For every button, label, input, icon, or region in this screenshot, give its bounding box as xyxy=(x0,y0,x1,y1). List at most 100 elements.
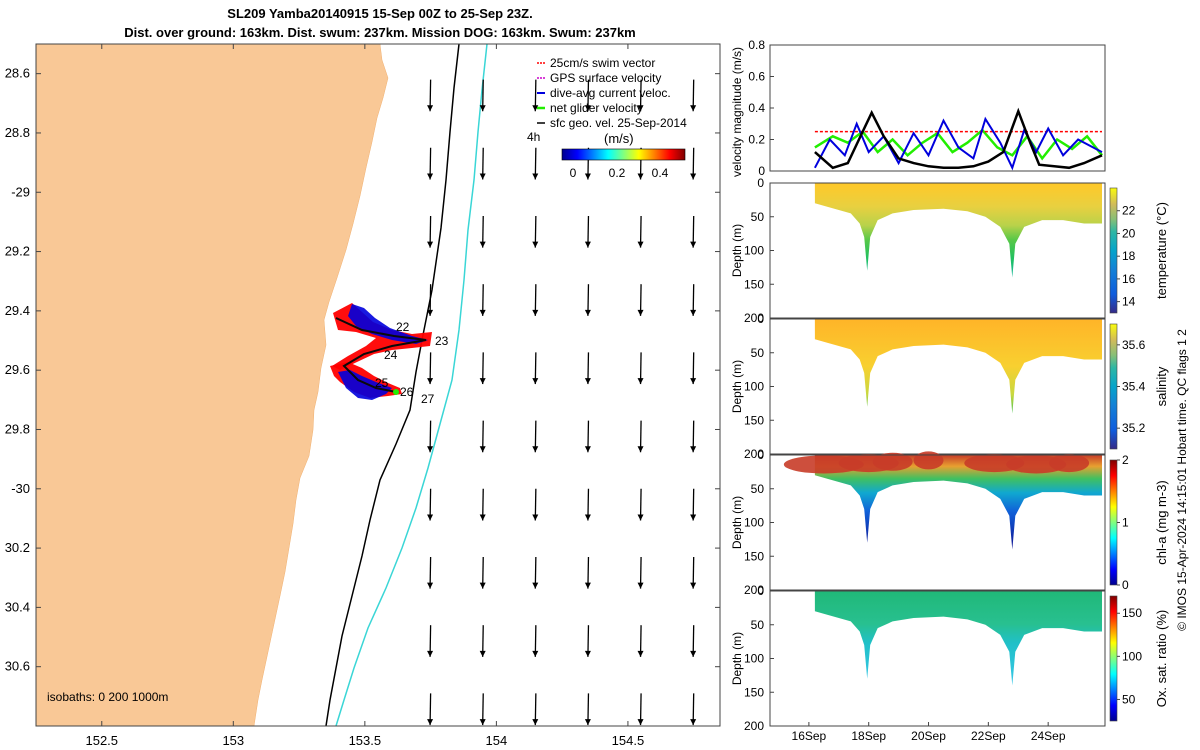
depth-tick-label: 200 xyxy=(744,719,764,733)
colorbar-tick-label: 16 xyxy=(1122,272,1136,286)
colorbar-tick-label: 18 xyxy=(1122,249,1136,263)
depth-tick-label: 200 xyxy=(744,583,764,597)
depth-tick-label: 150 xyxy=(744,549,764,563)
current-vector-arrowhead xyxy=(637,309,644,316)
colorbar-tick-0.2: 0.2 xyxy=(609,166,626,180)
legend-label-gps: GPS surface velocity xyxy=(550,71,661,85)
colorbar-tick-label: 150 xyxy=(1122,606,1142,620)
oxygen-section-field xyxy=(814,591,1103,686)
current-vector-arrowhead xyxy=(690,719,697,726)
current-vector-arrowhead xyxy=(479,173,486,180)
map-ytick-label: 29.4 xyxy=(5,303,30,318)
map-ytick-label: 29.6 xyxy=(5,362,30,377)
velocity-panel: 0 0.2 0.4 0.6 0.8 velocity magnitude (m/s) xyxy=(730,38,1106,178)
current-vector-arrowhead xyxy=(637,446,644,453)
map-ytick-label: -30 xyxy=(11,481,30,496)
colorbar-tick-0.4: 0.4 xyxy=(652,166,669,180)
legend-label-current: dive-avg current veloc. xyxy=(550,86,671,100)
map-xtick-label: 154 xyxy=(486,733,508,748)
current-vector-arrowhead xyxy=(427,173,434,180)
colorbar-unit-label: (m/s) xyxy=(604,131,634,146)
legend-label-swim-vector: 25cm/s swim vector xyxy=(550,56,655,70)
current-vector-arrowhead xyxy=(584,241,591,248)
date-tick-label: 24Sep xyxy=(1031,729,1066,743)
day-label-24: 24 xyxy=(384,348,398,362)
current-vector-arrowhead xyxy=(427,309,434,316)
current-vector-arrowhead xyxy=(584,650,591,657)
current-vector-arrowhead xyxy=(479,309,486,316)
map-xtick-label: 153.5 xyxy=(349,733,382,748)
current-vector-arrowhead xyxy=(479,582,486,589)
temperature-colorbar-label: temperature (°C) xyxy=(1154,202,1169,299)
chl-a-section-panel: 0 50 100 150 200 Depth (m) 0 1 2 chl-a (mg m-3) xyxy=(730,448,1169,597)
depth-tick-label: 200 xyxy=(744,311,764,325)
depth-tick-label: 100 xyxy=(744,652,764,666)
current-vector-arrowhead xyxy=(584,105,591,112)
current-vector-arrowhead xyxy=(584,378,591,385)
current-vector-arrowhead xyxy=(532,173,539,180)
map-ytick-label: 28.6 xyxy=(5,66,30,81)
velocity-ylabel: velocity magnitude (m/s) xyxy=(730,47,744,177)
chl-a-colorbar-label: chl-a (mg m-3) xyxy=(1154,480,1169,565)
map-xtick-label: 154.5 xyxy=(612,733,645,748)
colorbar-tick-label: 35.2 xyxy=(1122,421,1146,435)
current-vector-arrowhead xyxy=(427,582,434,589)
legend-label-sfc-geo: sfc geo. vel. 25-Sep-2014 xyxy=(550,116,687,130)
current-vector-arrowhead xyxy=(637,378,644,385)
map-ytick-label: 29.2 xyxy=(5,244,30,259)
current-vector-arrowhead xyxy=(532,650,539,657)
map-ytick-label: 30.6 xyxy=(5,659,30,674)
map-ytick-label: 28.8 xyxy=(5,125,30,140)
current-vector-arrowhead xyxy=(584,582,591,589)
date-tick-label: 22Sep xyxy=(971,729,1006,743)
current-vector-arrowhead xyxy=(584,309,591,316)
current-vector-arrowhead xyxy=(532,446,539,453)
day-label-26: 26 xyxy=(400,385,414,399)
current-vector-arrowhead xyxy=(690,514,697,521)
salinity-section-field xyxy=(814,319,1103,414)
chl-a-colorbar xyxy=(1109,459,1118,586)
depth-tick-label: 150 xyxy=(744,685,764,699)
current-vector-arrowhead xyxy=(637,241,644,248)
legend-scale-label: 4h xyxy=(527,130,540,144)
map-legend: 25cm/s swim vector GPS surface velocity … xyxy=(527,56,687,180)
colorbar-tick-label: 35.6 xyxy=(1122,338,1146,352)
current-vector-arrowhead xyxy=(690,446,697,453)
velocity-ytick-label: 0.6 xyxy=(748,70,765,84)
land-polygon xyxy=(35,43,389,727)
oxygen-section-panel: 0 50 100 150 200 Depth (m) 50 100 150 Ox. sat. ra… xyxy=(730,584,1169,743)
current-vector-arrowhead xyxy=(532,719,539,726)
map-xtick-label: 153 xyxy=(222,733,244,748)
chl-bloom-patch xyxy=(1049,454,1090,473)
oxygen-depth-label: Depth (m) xyxy=(730,632,744,685)
salinity-depth-label: Depth (m) xyxy=(730,360,744,413)
current-vector-arrowhead xyxy=(584,514,591,521)
date-tick-label: 18Sep xyxy=(851,729,886,743)
map-xtick-label: 152.5 xyxy=(85,733,118,748)
speed-colorbar xyxy=(561,148,686,161)
isobath-1000m xyxy=(335,43,488,727)
map-ytick-label: 30.4 xyxy=(5,599,30,614)
legend-label-net: net glider velocity xyxy=(550,101,643,115)
current-vector-arrowhead xyxy=(427,446,434,453)
day-label-23: 23 xyxy=(435,334,449,348)
day-label-27: 27 xyxy=(421,392,435,406)
temperature-section-panel: 0 50 100 150 200 Depth (m) 14 16 18 20 22 temperatu… xyxy=(730,176,1169,325)
depth-tick-label: 200 xyxy=(744,447,764,461)
current-vector-arrowhead xyxy=(637,514,644,521)
velocity-axes: 0 0.2 0.4 0.6 0.8 xyxy=(748,38,774,178)
depth-tick-label: 150 xyxy=(744,413,764,427)
current-vector-arrowhead xyxy=(584,446,591,453)
current-vector-arrowhead xyxy=(479,446,486,453)
salinity-colorbar-label: salinity xyxy=(1154,366,1169,406)
depth-tick-label: 0 xyxy=(757,312,764,326)
temperature-depth-label: Depth (m) xyxy=(730,224,744,277)
track-line xyxy=(335,317,427,393)
chart-title-line-1: SL209 Yamba20140915 15-Sep 00Z to 25-Sep… xyxy=(227,6,533,21)
depth-tick-label: 50 xyxy=(751,482,765,496)
depth-tick-label: 0 xyxy=(757,584,764,598)
velocity-ytick-label: 0.8 xyxy=(748,38,765,52)
day-label-25: 25 xyxy=(375,376,389,390)
